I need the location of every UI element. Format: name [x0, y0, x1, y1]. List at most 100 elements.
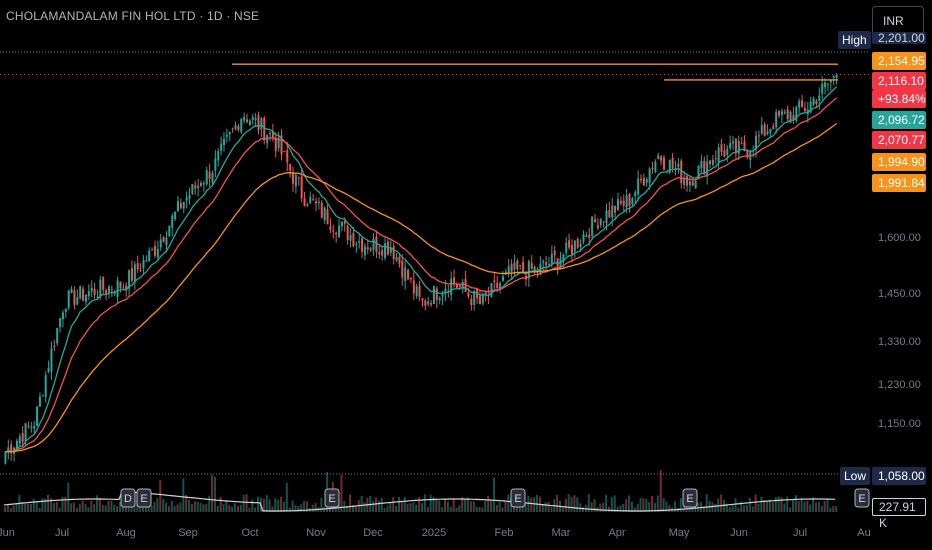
volume-bar: [15, 504, 18, 512]
volume-bar: [291, 500, 294, 512]
volume-bar: [423, 494, 426, 512]
volume-bar: [619, 505, 622, 512]
x-tick-label: Dec: [363, 527, 383, 539]
moving-averages: [5, 86, 838, 453]
volume-bar: [248, 507, 251, 512]
volume-bar: [587, 494, 590, 512]
candle-body: [294, 174, 297, 187]
candle-body: [519, 264, 522, 266]
candle-body: [760, 125, 763, 134]
candle-body: [778, 111, 781, 116]
candle-body: [654, 161, 657, 172]
event-marker: [682, 488, 698, 508]
volume-bar: [288, 507, 291, 512]
volume-bar: [113, 504, 116, 512]
volume-bar: [277, 499, 280, 512]
volume-bar: [639, 497, 642, 512]
volume-bar: [550, 507, 553, 512]
volume-bar: [412, 502, 415, 512]
candle-body: [734, 138, 737, 153]
volume-bar: [642, 498, 645, 512]
candle-body: [286, 150, 289, 163]
candle-body: [565, 242, 568, 253]
candle-body: [378, 251, 381, 255]
volume-bar: [96, 495, 99, 512]
volume-bar: [633, 507, 636, 512]
candle-body: [372, 238, 375, 250]
volume-bar: [812, 497, 815, 512]
candle-body: [283, 150, 286, 152]
candle-body: [392, 246, 395, 260]
volume-bar: [6, 504, 9, 512]
volume-bar: [395, 505, 398, 512]
candle-body: [582, 234, 585, 242]
volume-bar: [570, 497, 573, 512]
candle-body: [407, 269, 410, 280]
volume-bar: [377, 500, 380, 512]
volume-bar: [32, 498, 35, 512]
candle-body: [478, 296, 481, 305]
volume-bar: [314, 503, 317, 512]
candle-body: [191, 184, 194, 194]
volume-bar: [242, 495, 245, 512]
candle-body: [280, 135, 283, 155]
volume-bar: [524, 503, 527, 512]
candle-body: [605, 210, 608, 224]
candle-body: [599, 219, 602, 226]
candle-body: [277, 137, 280, 149]
volume-bar: [576, 497, 579, 512]
candle-body: [415, 286, 418, 297]
volume-bar: [254, 507, 257, 512]
volume-bar: [87, 507, 90, 512]
volume-bar: [182, 478, 185, 512]
candle-body: [700, 160, 703, 169]
volume-bar: [360, 495, 363, 512]
volume-bar: [58, 507, 61, 512]
volume-bar: [444, 498, 447, 512]
candle-body: [292, 172, 295, 184]
currency-button[interactable]: INR: [872, 6, 924, 36]
candle-body: [430, 303, 433, 305]
candle-body: [490, 283, 493, 297]
candle-body: [24, 423, 27, 442]
volume-bar: [564, 498, 567, 512]
volume-bar: [219, 497, 222, 512]
candle-body: [320, 202, 323, 218]
candle-body: [222, 139, 226, 146]
candle-body: [33, 426, 36, 429]
candle-body: [113, 293, 116, 295]
volume-bar: [461, 497, 464, 512]
volume-bar: [760, 496, 763, 512]
volume-bar: [791, 500, 794, 512]
candle-body: [182, 201, 185, 209]
volume-bar: [265, 495, 268, 512]
volume-bar: [691, 506, 694, 512]
candle-body: [159, 239, 162, 248]
volume-bar: [9, 507, 12, 512]
volume-bar: [561, 507, 564, 512]
volume-bar: [64, 496, 67, 512]
candle-body: [349, 234, 352, 241]
candle-body: [340, 221, 343, 227]
candle-body: [67, 290, 70, 308]
volume-bar: [328, 503, 331, 512]
volume-bar: [763, 500, 766, 512]
candle-body: [611, 205, 614, 218]
candle-body: [346, 225, 349, 241]
candle-body: [102, 277, 105, 290]
candle-body: [619, 200, 622, 204]
candle-body: [585, 235, 588, 238]
ema-line-2: [5, 122, 837, 453]
candle-body: [645, 179, 648, 183]
horizontal-levels: [232, 63, 838, 81]
y-tick-label: 1,150.00: [878, 418, 921, 430]
candle-body: [338, 225, 341, 238]
volume-bar: [797, 501, 800, 512]
x-tick-label: 2025: [421, 527, 447, 539]
candle-body: [404, 267, 407, 281]
volume-bar: [421, 503, 424, 512]
volume-bar: [300, 504, 303, 512]
candle-body: [573, 240, 576, 252]
candle-body: [50, 348, 53, 372]
